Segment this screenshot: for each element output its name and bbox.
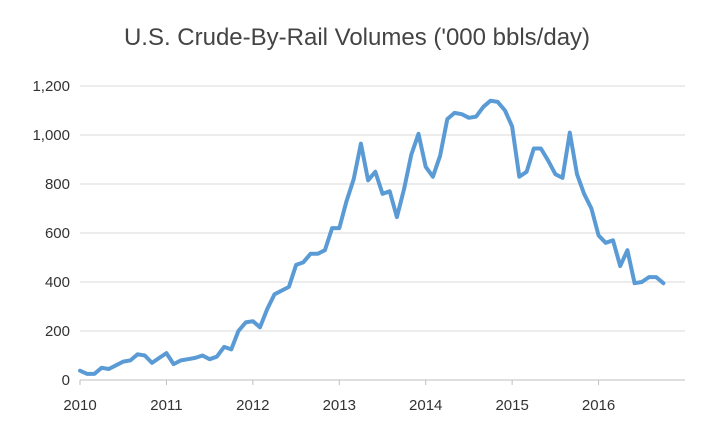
- axes: 0 200 400 600 800 1,000 1,200 2010 2011 2012 2013 2…: [32, 78, 685, 414]
- y-tick-label: 1,000: [32, 127, 70, 144]
- series-layer: [78, 98, 666, 376]
- y-tick-label: 0: [62, 372, 70, 389]
- gridlines: [80, 85, 685, 332]
- y-tick-label: 600: [45, 225, 70, 242]
- x-tick-label: 2012: [236, 397, 269, 414]
- y-tick-label: 200: [45, 323, 70, 340]
- x-tick-label: 2016: [582, 397, 615, 414]
- y-tick-label: 800: [45, 176, 70, 193]
- x-tick-label: 2014: [409, 397, 442, 414]
- x-tick-label: 2013: [323, 397, 356, 414]
- series-line: [78, 98, 666, 376]
- x-tick-label: 2011: [150, 397, 182, 414]
- x-tick-label: 2010: [63, 397, 96, 414]
- y-tick-label: 400: [45, 274, 70, 291]
- x-tick-label: 2015: [495, 397, 528, 414]
- chart-title: U.S. Crude-By-Rail Volumes ('000 bbls/da…: [123, 24, 591, 51]
- y-tick-label: 1,200: [32, 78, 70, 95]
